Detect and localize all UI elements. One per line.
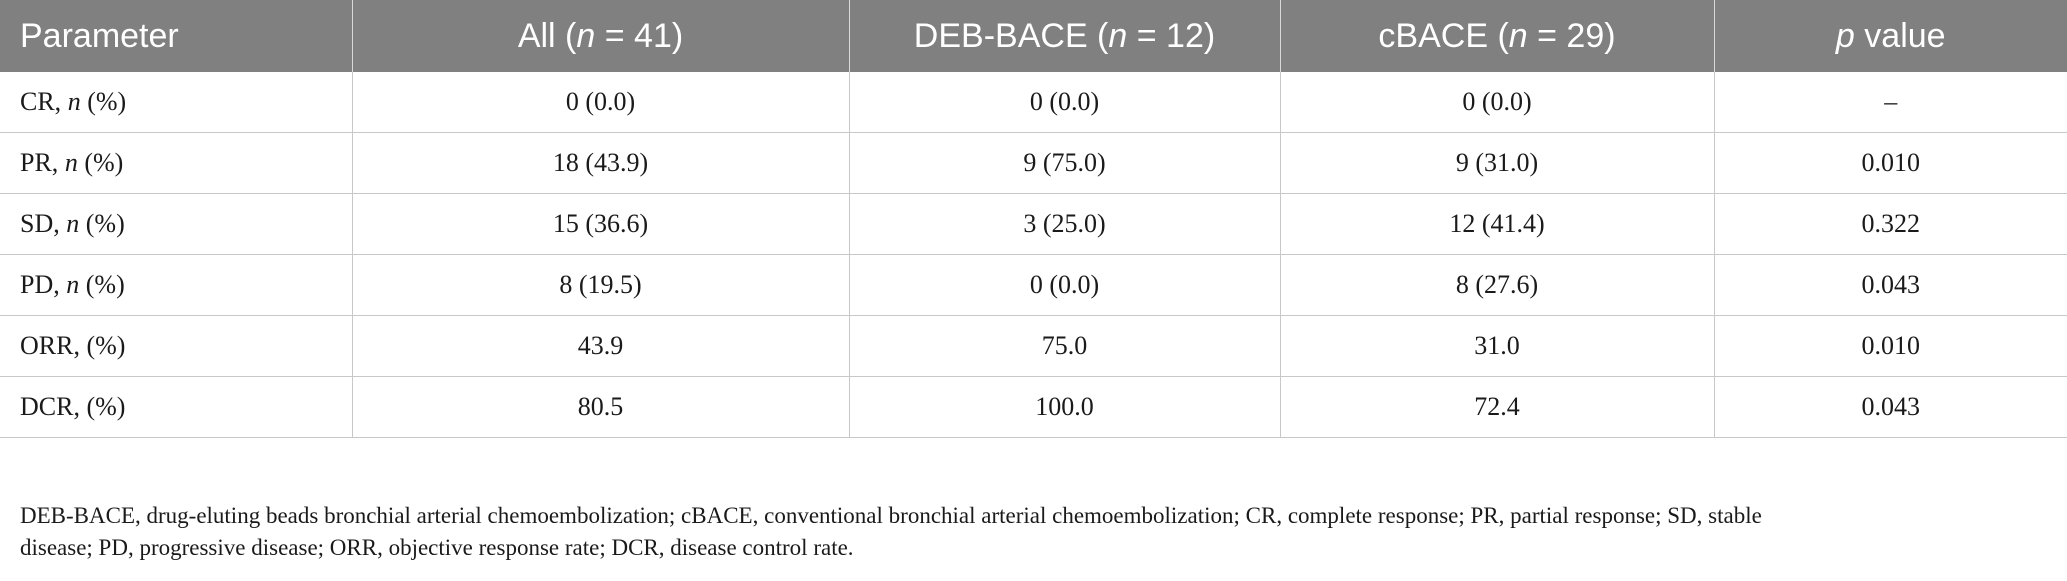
header-row: Parameter All (n = 41) DEB-BACE (n = 12)… [0, 0, 2067, 72]
cell-deb-bace: 75.0 [849, 315, 1281, 377]
cell-cbace: 31.0 [1280, 315, 1715, 377]
cell-p-value: 0.010 [1714, 315, 2067, 377]
cell-cbace: 8 (27.6) [1280, 254, 1715, 316]
table-row: PR, n (%) 18 (43.9) 9 (75.0) 9 (31.0) 0.… [0, 132, 2067, 194]
results-table: Parameter All (n = 41) DEB-BACE (n = 12)… [0, 0, 2067, 438]
cell-deb-bace: 100.0 [849, 376, 1281, 438]
row-label-n: n [64, 148, 78, 177]
cell-cbace: 12 (41.4) [1280, 193, 1715, 255]
row-label: DCR, (%) [0, 376, 353, 438]
cell-p-value: 0.010 [1714, 132, 2067, 194]
header-p-post: value [1854, 16, 1946, 55]
row-label-pre: ORR, (%) [20, 331, 126, 360]
cell-p-value: 0.043 [1714, 376, 2067, 438]
row-label: ORR, (%) [0, 315, 353, 377]
cell-p-value: – [1714, 72, 2067, 133]
cell-cbace: 72.4 [1280, 376, 1715, 438]
header-all: All (n = 41) [352, 0, 850, 72]
cell-all: 8 (19.5) [352, 254, 850, 316]
row-label: PD, n (%) [0, 254, 353, 316]
row-label-post: (%) [80, 87, 127, 116]
table-row: SD, n (%) 15 (36.6) 3 (25.0) 12 (41.4) 0… [0, 193, 2067, 255]
header-all-n: n [576, 16, 596, 55]
row-label-post: (%) [79, 270, 125, 299]
row-label-pre: SD, [20, 209, 67, 238]
footnote-line: disease; PD, progressive disease; ORR, o… [20, 535, 854, 560]
row-label: SD, n (%) [0, 193, 353, 255]
row-label: PR, n (%) [0, 132, 353, 194]
cell-p-value: 0.322 [1714, 193, 2067, 255]
row-label-pre: PD, [20, 270, 67, 299]
table-footnote: DEB-BACE, drug-eluting beads bronchial a… [20, 500, 2040, 564]
table-row: DCR, (%) 80.5 100.0 72.4 0.043 [0, 376, 2067, 438]
cell-deb-bace: 0 (0.0) [849, 72, 1281, 133]
cell-deb-bace: 0 (0.0) [849, 254, 1281, 316]
header-all-pre: All ( [517, 16, 577, 55]
row-label-n: n [67, 87, 81, 116]
header-p-value: p value [1714, 0, 2067, 72]
header-deb-n: n [1108, 16, 1128, 55]
cell-all: 43.9 [352, 315, 850, 377]
footnote-line: DEB-BACE, drug-eluting beads bronchial a… [20, 503, 1762, 528]
row-label-post: (%) [77, 148, 124, 177]
header-all-post: = 41) [595, 16, 684, 55]
header-cbace: cBACE (n = 29) [1280, 0, 1715, 72]
header-cbace-post: = 29) [1527, 16, 1616, 55]
cell-all: 15 (36.6) [352, 193, 850, 255]
table-row: PD, n (%) 8 (19.5) 0 (0.0) 8 (27.6) 0.04… [0, 254, 2067, 316]
table-header: Parameter All (n = 41) DEB-BACE (n = 12)… [0, 0, 2067, 72]
cell-all: 18 (43.9) [352, 132, 850, 194]
cell-p-value: 0.043 [1714, 254, 2067, 316]
header-p: p [1835, 16, 1855, 55]
header-deb-post: = 12) [1127, 16, 1216, 55]
cell-deb-bace: 9 (75.0) [849, 132, 1281, 194]
header-cbace-n: n [1508, 16, 1528, 55]
row-label-pre: DCR, (%) [20, 392, 126, 421]
row-label-n: n [66, 270, 80, 299]
row-label-n: n [66, 209, 80, 238]
cell-cbace: 0 (0.0) [1280, 72, 1715, 133]
header-parameter: Parameter [0, 0, 353, 72]
row-label-pre: CR, [20, 87, 68, 116]
cell-deb-bace: 3 (25.0) [849, 193, 1281, 255]
cell-all: 80.5 [352, 376, 850, 438]
cell-cbace: 9 (31.0) [1280, 132, 1715, 194]
row-label-post: (%) [79, 209, 125, 238]
header-deb-pre: DEB-BACE ( [913, 16, 1109, 55]
header-deb-bace: DEB-BACE (n = 12) [849, 0, 1281, 72]
row-label: CR, n (%) [0, 72, 353, 133]
table-row: ORR, (%) 43.9 75.0 31.0 0.010 [0, 315, 2067, 377]
header-cbace-pre: cBACE ( [1378, 16, 1509, 55]
table-row: CR, n (%) 0 (0.0) 0 (0.0) 0 (0.0) – [0, 72, 2067, 133]
cell-all: 0 (0.0) [352, 72, 850, 133]
row-label-pre: PR, [20, 148, 65, 177]
table-body: CR, n (%) 0 (0.0) 0 (0.0) 0 (0.0) – PR, … [0, 72, 2067, 438]
header-parameter-text: Parameter [20, 16, 179, 55]
